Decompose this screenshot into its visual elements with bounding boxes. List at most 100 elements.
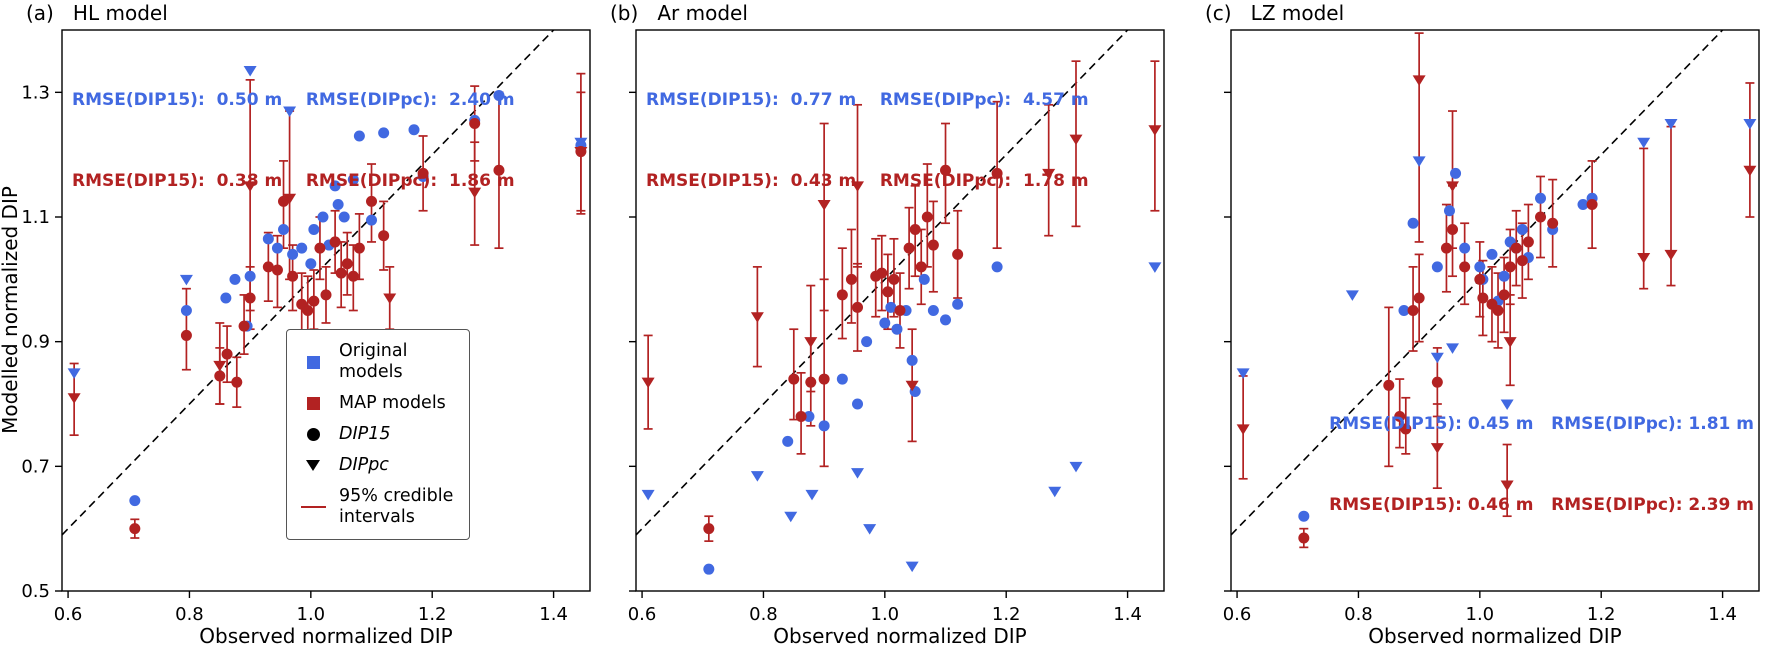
data-point-triangle	[641, 489, 655, 501]
data-point-circle	[469, 118, 481, 129]
data-point-circle	[885, 301, 897, 313]
data-point-circle	[836, 289, 848, 301]
blue-square-icon	[300, 355, 326, 369]
data-point-circle	[302, 305, 314, 316]
data-point-circle	[836, 373, 848, 385]
data-point-triangle	[1637, 137, 1651, 149]
data-point-circle	[314, 242, 326, 254]
data-point-circle	[952, 248, 964, 260]
data-point-circle	[214, 370, 226, 382]
legend-label-map: MAP models	[339, 393, 446, 413]
data-point-triangle	[383, 293, 397, 305]
data-point-circle	[408, 124, 420, 136]
data-point-triangle	[1236, 424, 1250, 435]
data-point-triangle	[1069, 134, 1083, 146]
data-point-circle	[1498, 270, 1510, 282]
rmse-annotations-a: RMSE(DIP15): 0.50 m RMSE(DIPpc): 2.40 m …	[72, 33, 515, 249]
x-tick-label: 1.2	[992, 604, 1021, 625]
data-point-circle	[238, 320, 250, 332]
x-tick-label: 1.0	[871, 604, 900, 625]
credible-interval-line-icon	[300, 506, 326, 508]
data-point-triangle	[1042, 168, 1056, 180]
data-point-triangle	[1503, 337, 1517, 348]
y-tick-label: 0.5	[21, 581, 50, 602]
data-point-triangle	[1446, 181, 1460, 192]
panel-b-title: (b) Ar model	[610, 1, 748, 25]
data-point-triangle	[243, 181, 257, 192]
data-point-circle	[1498, 289, 1510, 301]
data-point-circle	[1407, 305, 1419, 316]
data-point-circle	[818, 420, 830, 432]
data-point-circle	[1474, 261, 1486, 273]
data-point-circle	[703, 563, 715, 575]
data-point-triangle	[1446, 343, 1460, 354]
legend-label-dippc: DIPpc	[339, 455, 389, 475]
data-point-triangle	[468, 187, 482, 199]
data-point-circle	[782, 435, 794, 447]
data-point-circle	[940, 164, 952, 176]
x-tick-label: 1.4	[1708, 604, 1737, 625]
data-point-circle	[795, 410, 807, 422]
data-point-triangle	[1664, 119, 1678, 130]
data-point-circle	[894, 305, 906, 316]
data-point-triangle	[1743, 165, 1757, 177]
data-point-circle	[861, 336, 873, 348]
data-point-circle	[335, 267, 347, 279]
scatter-plot-c: Observed normalized DIP 0.6 0.8 1.0 1.2 1.4	[1223, 29, 1760, 648]
data-point-circle	[378, 127, 390, 139]
legend-item-original-models: Original models	[300, 341, 453, 383]
data-point-triangle	[641, 377, 655, 389]
data-point-circle	[891, 323, 903, 335]
data-point-circle	[180, 305, 192, 316]
data-point-circle	[1383, 379, 1395, 391]
data-point-circle	[278, 223, 290, 235]
data-point-circle	[852, 398, 864, 410]
data-point-circle	[888, 273, 900, 285]
data-point-circle	[1394, 410, 1406, 422]
data-point-circle	[1516, 223, 1528, 235]
data-point-circle	[921, 211, 933, 223]
x-tick-label: 0.8	[1344, 604, 1373, 625]
data-point-triangle	[1743, 119, 1757, 130]
data-point-triangle	[283, 193, 297, 205]
panel-c: (c) LZ model Observed normalized DIP 0.6…	[1191, 0, 1786, 649]
data-point-circle	[991, 261, 1003, 273]
x-tick-label: 0.8	[749, 604, 778, 625]
data-point-circle	[952, 298, 964, 310]
data-point-circle	[915, 261, 927, 273]
data-point-circle	[308, 295, 320, 307]
data-point-circle	[1407, 217, 1419, 229]
data-point-circle	[1447, 223, 1459, 235]
scatter-plot-b: Observed normalized DIP 0.6 0.8 1.0 1.2 1.4	[628, 29, 1165, 648]
data-point-circle	[1431, 261, 1443, 273]
data-point-triangle	[784, 511, 798, 523]
x-axis-label-b: Observed normalized DIP	[773, 624, 1026, 648]
data-point-circle	[1516, 255, 1528, 267]
data-point-circle	[329, 236, 341, 248]
data-point-circle	[1413, 292, 1425, 304]
data-point-triangle	[750, 312, 764, 323]
legend: Original models MAP models DIP15 DIPpc 9…	[286, 329, 471, 540]
data-point-circle	[703, 523, 715, 535]
data-point-circle	[1400, 423, 1412, 435]
y-tick-label: 0.9	[21, 332, 50, 353]
x-tick-label: 0.6	[628, 604, 657, 625]
data-point-circle	[818, 373, 830, 385]
data-point-circle	[1535, 192, 1547, 204]
y-tick-label: 1.3	[21, 82, 50, 103]
data-point-circle	[1298, 510, 1310, 522]
data-point-circle	[262, 233, 274, 245]
data-point-circle	[317, 211, 329, 223]
rmse-annotation-original-c: RMSE(DIP15): 0.45 m RMSE(DIPpc): 1.81 m	[1329, 414, 1754, 434]
x-tick-label: 1.0	[1466, 604, 1495, 625]
data-point-circle	[1492, 305, 1504, 316]
data-point-circle	[332, 199, 344, 211]
legend-item-credible-intervals: 95% credible intervals	[300, 486, 453, 528]
data-point-circle	[262, 261, 274, 273]
data-point-circle	[353, 242, 365, 254]
rmse-annotations-b: RMSE(DIP15): 0.77 m RMSE(DIPpc): 4.57 m …	[646, 33, 1089, 249]
x-tick-label: 1.2	[1587, 604, 1616, 625]
data-point-triangle	[243, 66, 257, 77]
data-point-circle	[1486, 248, 1498, 260]
